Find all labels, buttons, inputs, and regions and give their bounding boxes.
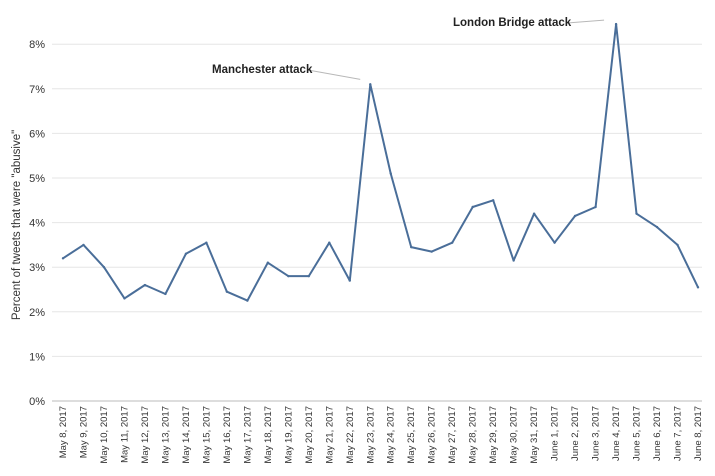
data-point [266, 261, 270, 264]
x-tick-label: May 14, 2017 [181, 406, 192, 464]
data-point [655, 225, 659, 229]
annotation-label: Manchester attack [212, 64, 313, 76]
y-tick-label: 4% [29, 218, 45, 230]
x-tick-label: May 30, 2017 [509, 406, 520, 464]
x-tick-label: June 3, 2017 [591, 406, 602, 461]
y-axis-ticks: 0% 1% 2% 3% 4% 5% 6% 7% 8% [29, 39, 45, 408]
data-point [246, 299, 249, 302]
data-point [307, 274, 311, 278]
x-tick-label: May 23, 2017 [365, 406, 376, 464]
data-point [348, 279, 351, 282]
data-point [594, 205, 597, 209]
x-tick-label: May 22, 2017 [345, 406, 356, 464]
y-tick-label: 7% [29, 84, 45, 96]
x-tick-label: May 27, 2017 [447, 406, 458, 464]
data-point [205, 241, 208, 244]
x-axis-ticks: May 8, 2017 May 9, 2017 May 10, 2017 May 11… [58, 406, 704, 464]
data-point [635, 212, 638, 215]
x-tick-label: May 11, 2017 [119, 406, 130, 463]
data-point [287, 274, 290, 278]
x-tick-label: June 2, 2017 [570, 406, 581, 461]
data-point [512, 259, 515, 262]
annotation-label: London Bridge attack [453, 17, 572, 29]
x-tick-label: May 31, 2017 [529, 406, 540, 464]
x-tick-label: May 13, 2017 [160, 406, 171, 464]
data-point [491, 199, 495, 202]
x-tick-label: May 16, 2017 [222, 406, 233, 464]
annotation-leader [566, 19, 605, 24]
y-tick-label: 1% [29, 351, 45, 363]
x-tick-label: May 17, 2017 [242, 406, 253, 464]
data-point [184, 252, 188, 256]
data-point [471, 205, 474, 209]
x-tick-label: June 4, 2017 [611, 406, 622, 461]
y-tick-label: 2% [29, 307, 45, 319]
x-tick-label: May 12, 2017 [140, 406, 151, 464]
x-tick-label: June 1, 2017 [550, 406, 561, 461]
x-tick-label: May 19, 2017 [283, 406, 294, 464]
data-point [143, 283, 147, 287]
y-tick-label: 8% [29, 39, 45, 51]
y-tick-label: 0% [29, 396, 45, 408]
y-tick-label: 3% [29, 262, 45, 274]
x-tick-label: May 9, 2017 [78, 406, 89, 458]
data-point [369, 83, 372, 86]
x-tick-label: May 21, 2017 [324, 406, 335, 464]
data-point [102, 266, 106, 269]
data-point [532, 212, 536, 215]
x-tick-label: June 5, 2017 [632, 406, 643, 461]
annotations: Manchester attack London Bridge attack [212, 17, 605, 80]
data-point [614, 22, 618, 26]
x-tick-label: May 25, 2017 [406, 406, 417, 464]
y-axis-label: Percent of tweets that were "abusive" [11, 130, 23, 320]
data-point [225, 290, 229, 293]
x-tick-label: June 7, 2017 [673, 406, 684, 461]
series-line [62, 23, 699, 302]
x-tick-label: June 8, 2017 [693, 406, 704, 461]
data-point [82, 243, 85, 247]
data-point [61, 257, 65, 260]
x-tick-label: May 28, 2017 [468, 406, 479, 464]
data-point [676, 243, 679, 247]
annotation-leader [307, 69, 361, 80]
x-tick-label: May 29, 2017 [488, 406, 499, 464]
x-tick-label: May 20, 2017 [304, 406, 315, 464]
data-point [573, 214, 577, 218]
data-point [389, 172, 392, 175]
x-tick-label: May 18, 2017 [263, 406, 274, 464]
y-tick-label: 6% [29, 128, 45, 140]
gridlines [52, 43, 702, 402]
x-tick-label: May 8, 2017 [58, 406, 69, 458]
x-tick-label: May 10, 2017 [99, 406, 110, 464]
data-point [553, 241, 556, 244]
data-point [328, 241, 331, 244]
y-tick-label: 5% [29, 173, 45, 185]
data-point [430, 250, 433, 253]
data-point [164, 292, 167, 296]
x-tick-label: May 24, 2017 [386, 406, 397, 464]
x-tick-label: June 6, 2017 [652, 406, 663, 461]
series-layer [61, 22, 700, 302]
x-tick-label: May 26, 2017 [427, 406, 438, 464]
x-tick-label: May 15, 2017 [201, 406, 212, 464]
data-point [410, 245, 413, 249]
data-point [450, 241, 454, 244]
data-point [123, 297, 126, 300]
data-point [696, 286, 700, 289]
